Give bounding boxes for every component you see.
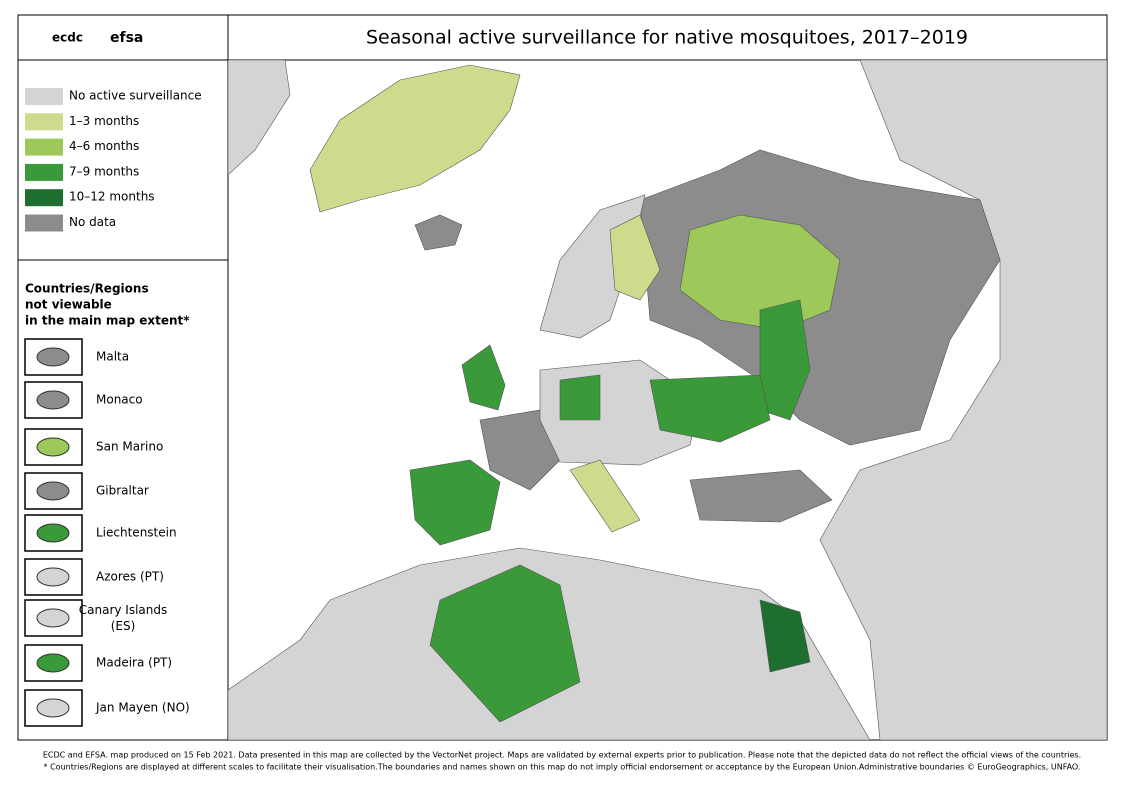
- inset-label: Azores (PT): [96, 570, 164, 584]
- insets: Countries/Regions not viewable in the main…: [24, 282, 190, 727]
- region: [461, 344, 506, 411]
- legend-swatch: [25, 214, 63, 232]
- footer-note: ECDC and EFSA. map produced on 15 Feb 20…: [43, 751, 1081, 760]
- region: [609, 214, 661, 301]
- region: [649, 374, 771, 443]
- region: [479, 409, 561, 491]
- legend-label: No active surveillance: [69, 89, 202, 103]
- legend-swatch: [25, 163, 63, 181]
- region: [228, 60, 291, 176]
- region: [559, 374, 601, 421]
- legend-label: 4–6 months: [69, 139, 139, 153]
- inset-label: San Marino: [96, 440, 163, 454]
- region: [759, 599, 811, 673]
- inset-shape: [36, 437, 70, 457]
- inset-label: Malta: [96, 350, 129, 364]
- inset-box: [24, 644, 83, 682]
- inset-shape: [36, 523, 70, 543]
- legend-swatch: [25, 189, 63, 207]
- map: [228, 60, 1107, 740]
- inset-shape: [36, 653, 70, 673]
- legend-label: 1–3 months: [69, 114, 139, 128]
- region: [409, 459, 501, 546]
- inset-shape: [36, 608, 70, 628]
- inset-label: Madeira (PT): [96, 656, 172, 670]
- region: [569, 459, 641, 533]
- legend-swatch: [25, 88, 63, 105]
- legend-label: 7–9 months: [69, 164, 139, 178]
- region: [414, 214, 463, 251]
- legend-label: 10–12 months: [69, 190, 155, 204]
- insets-title: in the main map extent*: [25, 314, 190, 328]
- inset-box: [24, 472, 83, 510]
- region: [689, 469, 833, 523]
- logo: efsa: [110, 30, 143, 46]
- insets-title: Countries/Regions: [25, 282, 149, 296]
- insets-title: not viewable: [25, 298, 112, 312]
- legend: No active surveillance 1–3 months 4–6 mont…: [25, 88, 202, 232]
- inset-shape: [36, 481, 70, 501]
- inset-shape: [36, 347, 70, 367]
- inset-label: Gibraltar: [96, 484, 149, 498]
- legend-swatch: [25, 113, 63, 131]
- region: [309, 64, 521, 213]
- inset-label: Jan Mayen (NO): [95, 701, 190, 715]
- region: [429, 564, 581, 723]
- footer-note: * Countries/Regions are displayed at dif…: [44, 763, 1081, 772]
- map-title: Seasonal active surveillance for native …: [366, 27, 968, 49]
- inset-shape: [36, 698, 70, 718]
- inset-shape: [36, 567, 70, 587]
- inset-label: Liechtenstein: [96, 526, 177, 540]
- legend-swatch: [25, 138, 63, 156]
- inset-label: Canary Islands (ES): [79, 603, 168, 633]
- inset-shape: [36, 390, 70, 410]
- logo: ecdc: [52, 31, 83, 45]
- legend-label: No data: [69, 215, 116, 229]
- inset-label: Monaco: [96, 393, 143, 407]
